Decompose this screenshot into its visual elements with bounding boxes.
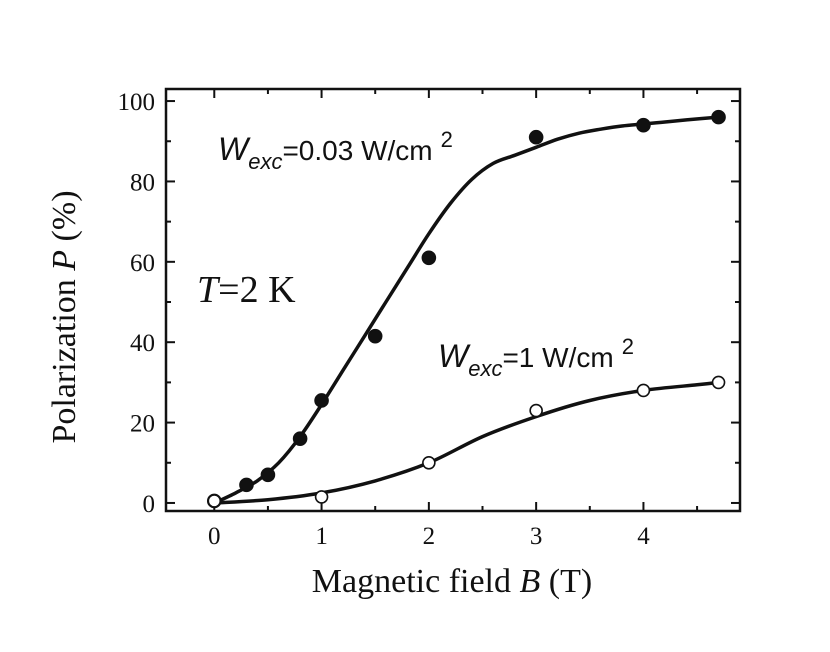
plot-frame <box>164 87 742 513</box>
y-axis-unit: (%) <box>46 190 83 249</box>
open-data-point <box>314 490 329 504</box>
y-tick-label: 20 <box>130 411 155 438</box>
annotation-sub: exc <box>248 149 282 174</box>
filled-data-point <box>636 117 651 133</box>
x-axis-title-text: Magnetic field <box>312 563 520 600</box>
open-data-point <box>422 455 436 470</box>
y-axis-symbol: P <box>46 250 83 272</box>
annotation-sup: 2 <box>622 334 634 359</box>
temperature-value: =2 K <box>218 269 296 311</box>
open-data-point <box>529 403 543 418</box>
filled-data-point <box>367 328 383 344</box>
y-tick-label: 60 <box>130 250 155 277</box>
annotation-sup: 2 <box>441 127 453 152</box>
x-axis-symbol: B <box>520 563 541 600</box>
y-tick-label: 100 <box>118 89 156 116</box>
annotation-base: W <box>218 131 251 167</box>
annotation-wexc-0.03: Wexc=0.03 W/cm 2 <box>218 127 453 174</box>
open-data-point <box>636 383 651 398</box>
x-tick-label: 3 <box>530 523 543 550</box>
open-data-point <box>207 494 222 508</box>
annotation-rest: =0.03 W/cm <box>282 135 432 166</box>
filled-data-point <box>239 477 254 493</box>
y-tick-label: 0 <box>143 491 156 518</box>
y-axis-title: Polarization P (%) <box>46 190 83 443</box>
x-axis-unit: (T) <box>540 563 592 600</box>
x-tick-label: 1 <box>315 523 328 550</box>
temperature-symbol: T <box>197 269 221 311</box>
fit-curve-series-2 <box>214 380 719 505</box>
filled-data-point <box>314 393 329 408</box>
y-tick-label: 80 <box>130 169 155 196</box>
x-tick-label: 2 <box>423 523 436 550</box>
annotation-sub: exc <box>468 356 502 381</box>
filled-data-point <box>260 467 276 483</box>
filled-data-point <box>711 109 726 125</box>
data-points <box>206 109 726 509</box>
annotation-base: W <box>438 338 471 374</box>
open-data-point <box>711 375 726 390</box>
y-tick-label: 40 <box>130 330 155 357</box>
x-tick-label: 4 <box>637 523 650 550</box>
annotation-temperature: T=2 K <box>197 269 296 311</box>
y-axis-title-text: Polarization <box>46 271 83 444</box>
x-tick-label: 0 <box>208 523 221 550</box>
x-axis-title: Magnetic field B (T) <box>312 563 592 600</box>
annotation-wexc-1: Wexc=1 W/cm 2 <box>438 334 634 381</box>
filled-data-point <box>292 431 308 446</box>
filled-data-point <box>528 129 544 145</box>
filled-data-point <box>421 250 437 266</box>
annotation-rest: =1 W/cm <box>502 342 613 373</box>
